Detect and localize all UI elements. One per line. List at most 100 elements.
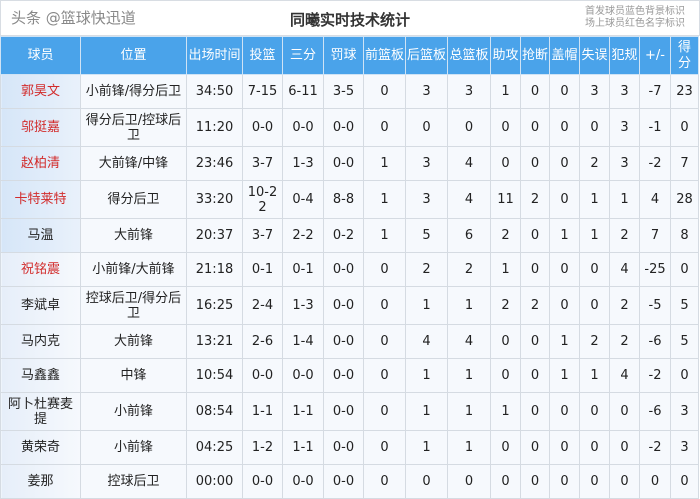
stat-cell: 4 (405, 324, 448, 359)
stat-cell: 8 (670, 218, 699, 253)
stat-cell: 8-8 (323, 180, 364, 219)
stat-cell: 0 (447, 464, 491, 499)
stat-cell: 0 (447, 108, 491, 147)
stat-cell: 0 (549, 108, 580, 147)
stat-cell: 1-3 (282, 146, 324, 181)
stat-cell: 2 (579, 146, 610, 181)
stat-cell: 1 (447, 392, 491, 431)
stat-cell: 08:54 (186, 392, 243, 431)
stat-cell: 0 (670, 358, 699, 393)
stat-cell: 0 (520, 358, 550, 393)
stat-cell: 1-2 (242, 430, 283, 465)
stat-cell: 1 (579, 358, 610, 393)
player-name: 赵柏清 (0, 146, 81, 181)
stat-cell: 0 (609, 430, 640, 465)
stat-cell: 0-1 (242, 252, 283, 287)
player-name: 李斌卓 (0, 286, 81, 325)
stat-cell: 0 (405, 464, 448, 499)
stat-cell: 2-4 (242, 286, 283, 325)
stat-cell: 0-0 (323, 392, 364, 431)
table-row: 祝铭震 小前锋/大前锋 21:18 0-1 0-1 0-0 0 2 2 1 0 0 0 4 -25 0 (0, 252, 699, 287)
player-name: 阿卜杜赛麦提 (0, 392, 81, 431)
stat-cell: 6-11 (282, 74, 324, 109)
stat-cell: 大前锋 (80, 218, 187, 253)
header-row: 球员 位置 出场时间 投篮 三分 罚球 前篮板 后篮板 总篮板 助攻 抢断 盖帽 失误 犯规 +/- 得分 (0, 36, 699, 75)
stat-cell: 0-0 (242, 358, 283, 393)
column-header: 盖帽 (549, 36, 580, 75)
stat-cell: 23:46 (186, 146, 243, 181)
stat-cell: 4 (609, 252, 640, 287)
table-row: 卡特莱特 得分后卫 33:20 10-22 0-4 8-8 1 3 4 11 2 0 1 1 4 28 (0, 180, 699, 219)
column-header: 总篮板 (447, 36, 491, 75)
stat-cell: 2 (609, 218, 640, 253)
stat-cell: 11 (490, 180, 521, 219)
stat-cell: 1 (490, 252, 521, 287)
stat-cell: -2 (639, 146, 671, 181)
stat-cell: 00:00 (186, 464, 243, 499)
stat-cell: 0 (549, 430, 580, 465)
stat-cell: 3 (579, 74, 610, 109)
stat-cell: 0 (609, 464, 640, 499)
stat-cell: 11:20 (186, 108, 243, 147)
stat-cell: 控球后卫/得分后卫 (80, 286, 187, 325)
column-header: +/- (639, 36, 671, 75)
stat-cell: 0 (579, 392, 610, 431)
stat-cell: 0 (520, 324, 550, 359)
player-name: 祝铭震 (0, 252, 81, 287)
stat-cell: 2 (490, 286, 521, 325)
stat-cell: 2 (490, 218, 521, 253)
stat-cell: 0 (579, 430, 610, 465)
column-header: 后篮板 (405, 36, 448, 75)
stat-cell: -5 (639, 286, 671, 325)
stat-cell: 1-3 (282, 286, 324, 325)
column-header: 失误 (579, 36, 610, 75)
player-name: 郭昊文 (0, 74, 81, 109)
column-header: 抢断 (520, 36, 550, 75)
stat-cell: 1 (490, 74, 521, 109)
stat-cell: 0 (363, 74, 406, 109)
stat-cell: 34:50 (186, 74, 243, 109)
table-row: 李斌卓 控球后卫/得分后卫 16:25 2-4 1-3 0-0 0 1 1 2 2 0 0 2 -5 5 (0, 286, 699, 325)
stat-cell: 0-0 (242, 108, 283, 147)
stat-cell: 0 (549, 464, 580, 499)
stat-cell: 0-0 (282, 464, 324, 499)
stat-cell: 4 (609, 358, 640, 393)
stat-cell: 16:25 (186, 286, 243, 325)
player-name: 姜那 (0, 464, 81, 499)
stat-cell: 0-0 (323, 252, 364, 287)
stat-cell: 3 (609, 146, 640, 181)
stat-cell: 0 (549, 392, 580, 431)
stat-cell: 0-0 (323, 108, 364, 147)
player-name: 马温 (0, 218, 81, 253)
stat-cell: 2 (609, 324, 640, 359)
stat-cell: 1 (447, 286, 491, 325)
stat-cell: 0 (579, 252, 610, 287)
stat-cell: 28 (670, 180, 699, 219)
stat-cell: 1 (363, 218, 406, 253)
stat-cell: -2 (639, 430, 671, 465)
stat-cell: 0-0 (282, 358, 324, 393)
stat-cell: 5 (670, 286, 699, 325)
stat-cell: 大前锋/中锋 (80, 146, 187, 181)
stat-cell: 0-0 (323, 464, 364, 499)
stat-cell: 0 (520, 392, 550, 431)
player-name: 邬挺嘉 (0, 108, 81, 147)
table-row: 黄荣奇 小前锋 04:25 1-2 1-1 0-0 0 1 1 0 0 0 0 0 -2 3 (0, 430, 699, 465)
stat-cell: 0 (405, 108, 448, 147)
stat-cell: 1 (549, 324, 580, 359)
stat-cell: 0-0 (242, 464, 283, 499)
stats-table: 球员 位置 出场时间 投篮 三分 罚球 前篮板 后篮板 总篮板 助攻 抢断 盖帽 失误 犯规 +/- 得分 郭… (0, 36, 699, 499)
stat-cell: 1 (549, 358, 580, 393)
stat-cell: 5 (670, 324, 699, 359)
stat-cell: 得分后卫 (80, 180, 187, 219)
stat-cell: 21:18 (186, 252, 243, 287)
stat-cell: 4 (447, 146, 491, 181)
stat-cell: 1 (363, 180, 406, 219)
stat-cell: 1 (549, 218, 580, 253)
legend: 首发球员蓝色背景标识 场上球员红色名字标识 (585, 6, 685, 30)
stat-cell: 0 (490, 430, 521, 465)
column-header: 位置 (80, 36, 187, 75)
stat-cell: 0 (520, 252, 550, 287)
stat-cell: 1-1 (282, 392, 324, 431)
stat-cell: 0 (670, 464, 699, 499)
